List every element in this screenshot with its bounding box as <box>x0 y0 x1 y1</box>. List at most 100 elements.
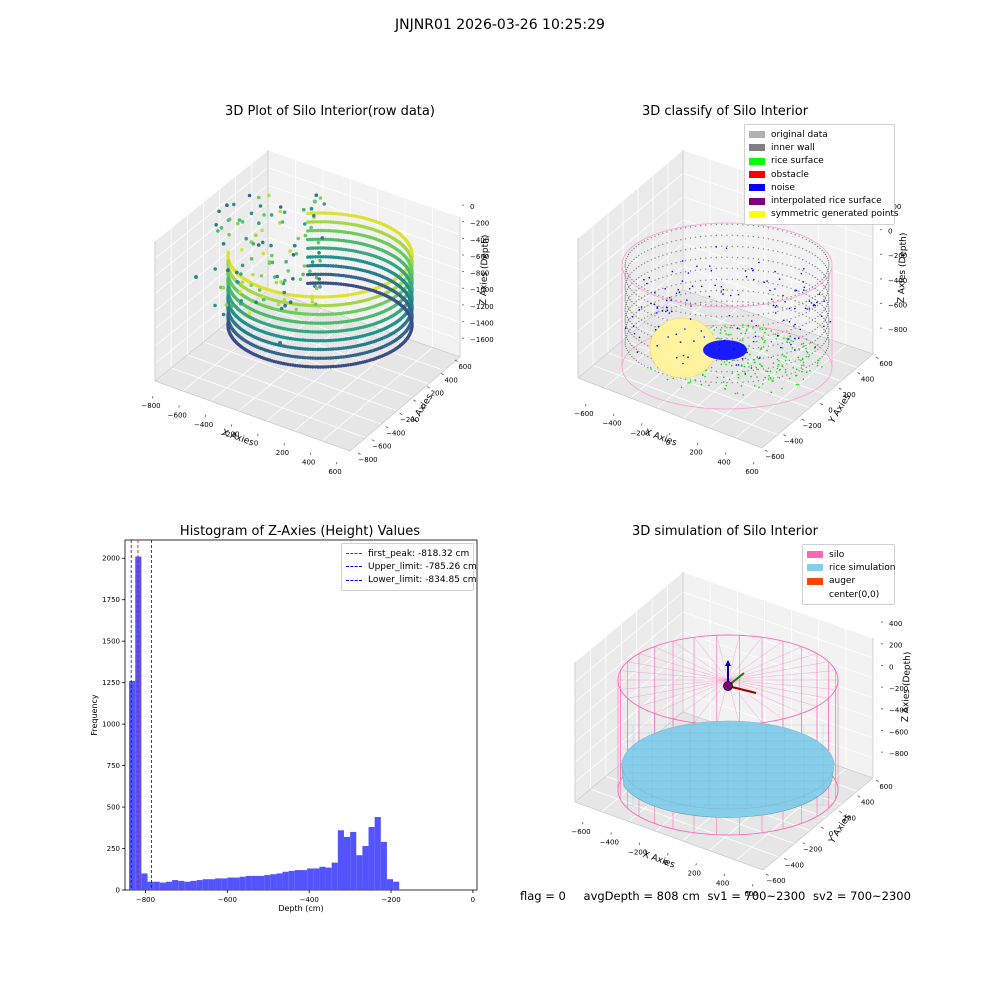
plot2-wall-point <box>826 334 829 337</box>
plot2-wall-point <box>705 381 707 383</box>
plot1-point <box>318 347 323 352</box>
plot2-wall-point <box>786 297 788 299</box>
plot2-wall-point <box>625 337 627 339</box>
plot2-wall-point <box>643 317 646 319</box>
plot2-wall-point <box>647 355 649 358</box>
plot2-wall-point <box>624 332 626 334</box>
plot2-wall-point <box>626 332 629 335</box>
plot4-z-arrow-head <box>725 660 731 666</box>
plot2-wall-point <box>643 240 646 242</box>
plot1-point <box>329 295 333 299</box>
plot2-wall-point <box>736 223 739 226</box>
legend-entry: silo <box>807 548 890 561</box>
plot2-wall-point <box>777 273 779 275</box>
plot1-point <box>331 312 336 316</box>
plot2-noise-point <box>690 305 692 307</box>
plot1-point <box>311 281 315 285</box>
plot2-wall-point <box>805 315 807 318</box>
plot2-wall-point <box>694 314 697 316</box>
plot2-wall-point <box>798 370 800 372</box>
plot2-wall-point <box>629 306 631 309</box>
plot2-wall-point <box>825 299 828 302</box>
plot2-wall-point <box>824 308 827 311</box>
plot1-point <box>341 221 346 225</box>
plot2-wall-point <box>823 295 825 298</box>
plot2-wall-point <box>821 282 823 285</box>
plot1-point <box>239 299 243 303</box>
plot1-point <box>339 221 343 225</box>
plot2-wall-point <box>790 351 792 353</box>
plot1-point <box>318 258 322 263</box>
plot1-point <box>331 338 336 342</box>
plot2-wall-point <box>824 318 827 321</box>
plot2-rice-point <box>716 376 719 379</box>
plot1-point <box>331 294 336 299</box>
plot1-point <box>278 221 282 225</box>
plot2-wall-point <box>742 337 744 339</box>
plot2-wall-point <box>786 242 788 244</box>
plot2-rice-point <box>797 356 800 359</box>
plot1-point <box>306 246 310 251</box>
plot2-noise-point <box>661 310 664 312</box>
plot2-wall-point <box>710 326 712 328</box>
plot2-wall-point <box>828 317 830 319</box>
plot2-tick <box>783 434 787 437</box>
plot1-point <box>318 211 323 215</box>
plot2-wall-point <box>640 330 643 332</box>
plot2-wall-point <box>662 373 664 375</box>
plot4-grid-line <box>574 571 684 663</box>
plot1-point <box>334 255 338 260</box>
plot1-point <box>321 263 325 268</box>
plot2-rice-point <box>719 338 721 340</box>
plot2-noise-point <box>640 306 643 308</box>
plot2-wall-point <box>781 263 784 265</box>
plot1-point <box>341 337 346 342</box>
plot2-wall-point <box>767 304 770 306</box>
plot2-wall-point <box>824 264 827 267</box>
plot2-axis-edge <box>761 353 874 449</box>
plot1-point <box>341 230 346 234</box>
status-flag: flag = 0 <box>520 889 566 903</box>
plot1-point <box>249 257 254 261</box>
plot2-wall-point <box>777 306 779 308</box>
plot2-wall-point <box>699 257 702 260</box>
plot1-point <box>346 239 351 243</box>
plot2-wall-point <box>631 282 633 285</box>
plot2-noise-point <box>794 323 796 326</box>
plot1-point <box>331 229 336 233</box>
plot2-rice-point <box>680 386 683 389</box>
plot2-wall-point <box>715 300 718 303</box>
plot2-noise-point <box>753 278 755 281</box>
plot2-wall-point <box>631 260 633 263</box>
plot2-wall-point <box>631 344 633 347</box>
plot1-point <box>301 364 305 368</box>
plot2-wall-point <box>654 293 656 295</box>
plot1-z-tick-label: −1600 <box>470 336 494 344</box>
plot2-wall-point <box>826 323 829 326</box>
legend-label: first_peak: -818.32 cm <box>368 548 470 559</box>
plot2-wall-point <box>805 311 807 314</box>
plot1-point <box>311 321 315 325</box>
plot2-noise-point <box>778 278 781 281</box>
plot1-point <box>329 303 333 308</box>
plot2-wall-point <box>694 236 697 238</box>
plot1-point <box>226 250 230 254</box>
plot2-rice-point <box>766 349 768 352</box>
plot1-axes: −800−600−400−2000200400600−800−600−400−2… <box>141 149 494 476</box>
plot2-noise-point <box>665 299 668 302</box>
plot2-wall-point <box>731 327 733 329</box>
plot3-bar <box>184 881 191 890</box>
plot2-y-tick-label: −600 <box>765 453 784 461</box>
plot2-noise-point <box>636 351 639 353</box>
plot2-wall-point <box>805 355 807 358</box>
plot2-rice-point <box>803 345 805 347</box>
plot2-wall-point <box>658 234 660 236</box>
plot3-bar <box>135 556 142 890</box>
plot2-noise-point <box>681 260 684 262</box>
plot1-point <box>313 272 318 276</box>
plot1-point <box>306 294 310 299</box>
plot2-wall-point <box>684 271 687 273</box>
plot1-point <box>308 269 312 274</box>
plot1-point <box>331 321 336 325</box>
plot3-y-tick-label: 1750 <box>102 596 120 604</box>
